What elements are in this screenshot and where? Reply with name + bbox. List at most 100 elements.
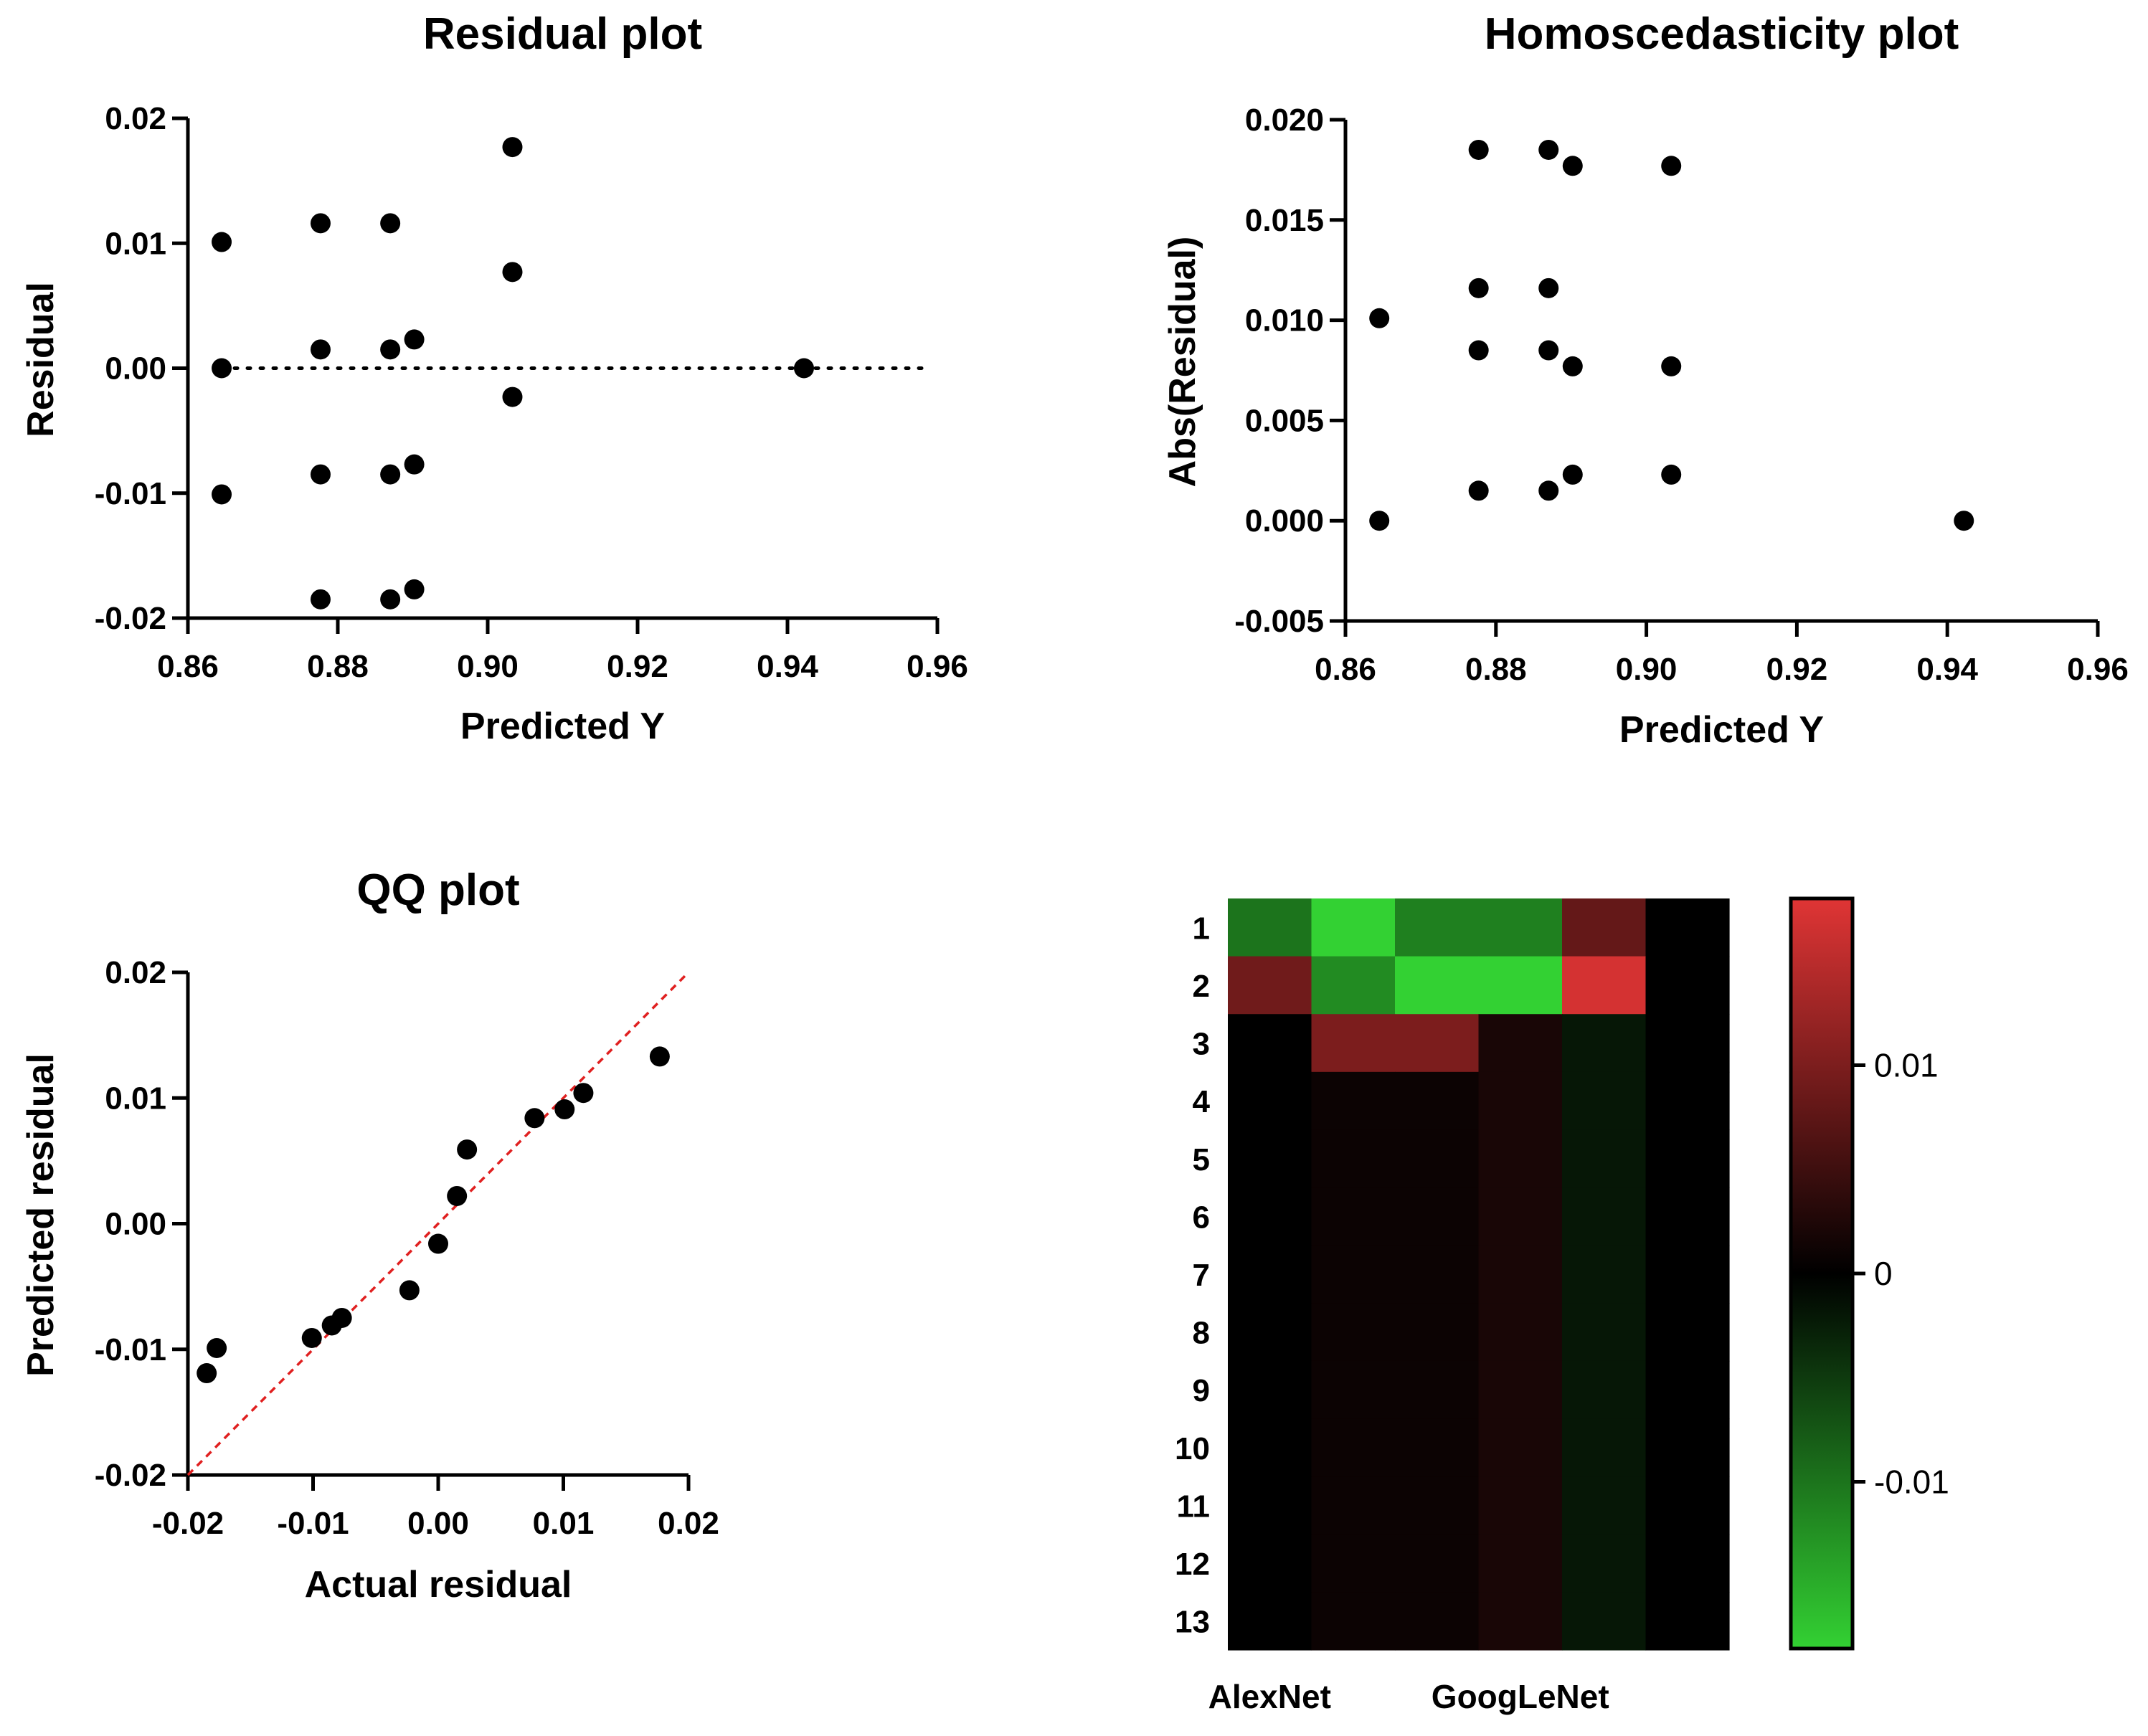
homoscedasticity-data-point [1661, 356, 1682, 376]
heatmap-cell [1395, 898, 1480, 957]
qq-data-point [649, 1046, 670, 1067]
heatmap-row-label: 4 [1193, 1084, 1211, 1119]
heatmap-cell [1311, 1360, 1396, 1420]
chart-homoscedasticity: Homoscedasticity plot Predicted Y Abs(Resi… [1162, 9, 2129, 751]
homoscedasticity-data-point [1468, 139, 1489, 160]
heatmap-cell [1478, 1360, 1563, 1420]
homoscedasticity-data-point [1538, 480, 1559, 501]
heatmap-cell [1311, 1187, 1396, 1246]
heatmap-cell [1645, 1071, 1730, 1131]
qq-data-point [428, 1233, 448, 1254]
heatmap-cell [1228, 1245, 1312, 1304]
qq-data-point [554, 1099, 575, 1120]
heatmap-cell [1562, 1592, 1647, 1651]
qq-data-point [447, 1185, 468, 1206]
homoscedasticity-x-tick-label: 0.96 [2067, 652, 2129, 687]
heatmap-cell [1311, 1303, 1396, 1362]
homoscedasticity-data-point [1661, 464, 1682, 485]
colorbar [1789, 896, 1855, 1651]
qq-data-point [457, 1139, 478, 1160]
heatmap-cell [1311, 1534, 1396, 1593]
residual-data-point [404, 579, 425, 599]
chart-qq: QQ plot Actual residual Predicted residual… [20, 865, 719, 1605]
heatmap-cell [1562, 1360, 1647, 1420]
qq-x-tick-label: -0.01 [277, 1506, 349, 1541]
heatmap-cell [1311, 898, 1396, 957]
colorbar-tick-label: -0.01 [1874, 1464, 1949, 1501]
homoscedasticity-x-tick-label: 0.92 [1766, 652, 1828, 687]
homoscedasticity-data-point [1468, 278, 1489, 298]
heatmap-cell [1395, 1360, 1480, 1420]
heatmap-row-label: 13 [1175, 1605, 1210, 1640]
heatmap-cell [1645, 1303, 1730, 1362]
heatmap-cell [1228, 1592, 1312, 1651]
residual-y-tick-label: 0.02 [105, 101, 166, 136]
heatmap-cell [1395, 1303, 1480, 1362]
heatmap-cell [1311, 1476, 1396, 1535]
qq-title: QQ plot [356, 865, 519, 915]
heatmap-cell [1478, 1592, 1563, 1651]
residual-data-point [502, 137, 523, 158]
heatmap-cell [1478, 1071, 1563, 1131]
qq-data-point [197, 1363, 217, 1384]
residual-y-tick-label: -0.02 [95, 601, 166, 636]
residual-y-tick-label: -0.01 [95, 476, 166, 511]
residual-data-point [380, 589, 401, 610]
heatmap-cell [1228, 1534, 1312, 1593]
heatmap-cell [1645, 1129, 1730, 1188]
heatmap-cell [1562, 1071, 1647, 1131]
heatmap-cell [1562, 1245, 1647, 1304]
homoscedasticity-data-point [1661, 156, 1682, 176]
heatmap-cell [1562, 1014, 1647, 1073]
qq-y-tick-label: -0.02 [95, 1458, 166, 1493]
homoscedasticity-x-tick-label: 0.86 [1315, 652, 1376, 687]
residual-data-point [380, 464, 401, 485]
heatmap-cell [1395, 1418, 1480, 1477]
heatmap-cell [1478, 956, 1563, 1015]
homoscedasticity-data-point [1562, 356, 1583, 376]
homoscedasticity-data-point [1468, 480, 1489, 501]
heatmap-cell [1228, 1476, 1312, 1535]
heatmap-cell [1478, 1129, 1563, 1188]
heatmap-cell [1228, 1187, 1312, 1246]
heatmap-row-label: 11 [1176, 1489, 1210, 1524]
heatmap-cell [1228, 1418, 1312, 1477]
residual-y-tick-label: 0.00 [105, 351, 166, 386]
homoscedasticity-x-tick-label: 0.94 [1916, 652, 1978, 687]
qq-y-tick-label: 0.00 [105, 1207, 166, 1242]
heatmap-column-label: AlexNet [1208, 1678, 1331, 1715]
heatmap-cell [1645, 1360, 1730, 1420]
heatmap-cell [1478, 1534, 1563, 1593]
qq-data-point [301, 1327, 322, 1348]
heatmap-cell [1478, 1187, 1563, 1246]
heatmap-cell [1645, 1418, 1730, 1477]
heatmap-cell [1562, 898, 1647, 957]
residual-x-tick-label: 0.90 [457, 649, 519, 684]
heatmap-cell [1478, 1476, 1563, 1535]
residual-data-point [380, 339, 401, 360]
residual-y-axis-label: Residual [20, 282, 62, 437]
qq-data-point [399, 1280, 420, 1301]
heatmap-cell [1478, 1014, 1563, 1073]
heatmap-cell [1311, 1014, 1396, 1073]
heatmap-cell [1395, 1187, 1480, 1246]
heatmap-cell [1562, 1303, 1647, 1362]
heatmap-cell [1395, 1476, 1480, 1535]
heatmap-row-label: 5 [1193, 1142, 1210, 1177]
heatmap-row-label: 1 [1193, 911, 1210, 946]
heatmap-cell [1311, 1129, 1396, 1188]
residual-x-tick-label: 0.96 [907, 649, 968, 684]
residual-data-point [310, 339, 331, 360]
qq-data-point [207, 1337, 227, 1358]
homoscedasticity-data-point [1562, 156, 1583, 176]
homoscedasticity-data-point [1538, 340, 1559, 361]
residual-data-point [502, 386, 523, 407]
residual-data-point [310, 464, 331, 485]
qq-x-axis-label: Actual residual [305, 1564, 572, 1605]
heatmap-cell [1645, 956, 1730, 1015]
heatmap-cell [1228, 1360, 1312, 1420]
residual-data-point [212, 358, 232, 379]
heatmap-cell [1478, 1303, 1563, 1362]
heatmap-cell [1311, 1071, 1396, 1131]
